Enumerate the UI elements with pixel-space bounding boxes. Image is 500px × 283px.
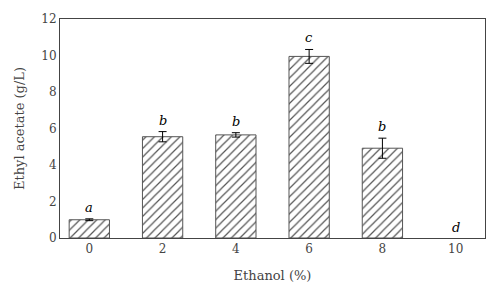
svg-text:Ethyl acetate (g/L): Ethyl acetate (g/L) [12,67,27,190]
svg-text:4: 4 [49,158,57,172]
svg-text:0: 0 [49,231,57,245]
svg-text:4: 4 [232,242,240,256]
svg-text:2: 2 [159,242,167,256]
svg-text:0: 0 [85,242,93,256]
svg-text:a: a [85,200,93,215]
svg-text:10: 10 [448,242,463,256]
svg-text:c: c [305,30,313,45]
svg-text:8: 8 [379,242,387,256]
svg-text:12: 12 [41,12,56,26]
svg-text:6: 6 [305,242,313,256]
svg-text:b: b [159,113,167,128]
svg-text:6: 6 [49,122,57,136]
svg-text:b: b [378,119,386,134]
svg-text:b: b [232,114,240,129]
svg-text:d: d [452,220,460,235]
svg-text:10: 10 [41,49,56,63]
svg-text:2: 2 [49,195,57,209]
svg-text:8: 8 [49,85,57,99]
svg-text:Ethanol (%): Ethanol (%) [234,268,312,283]
